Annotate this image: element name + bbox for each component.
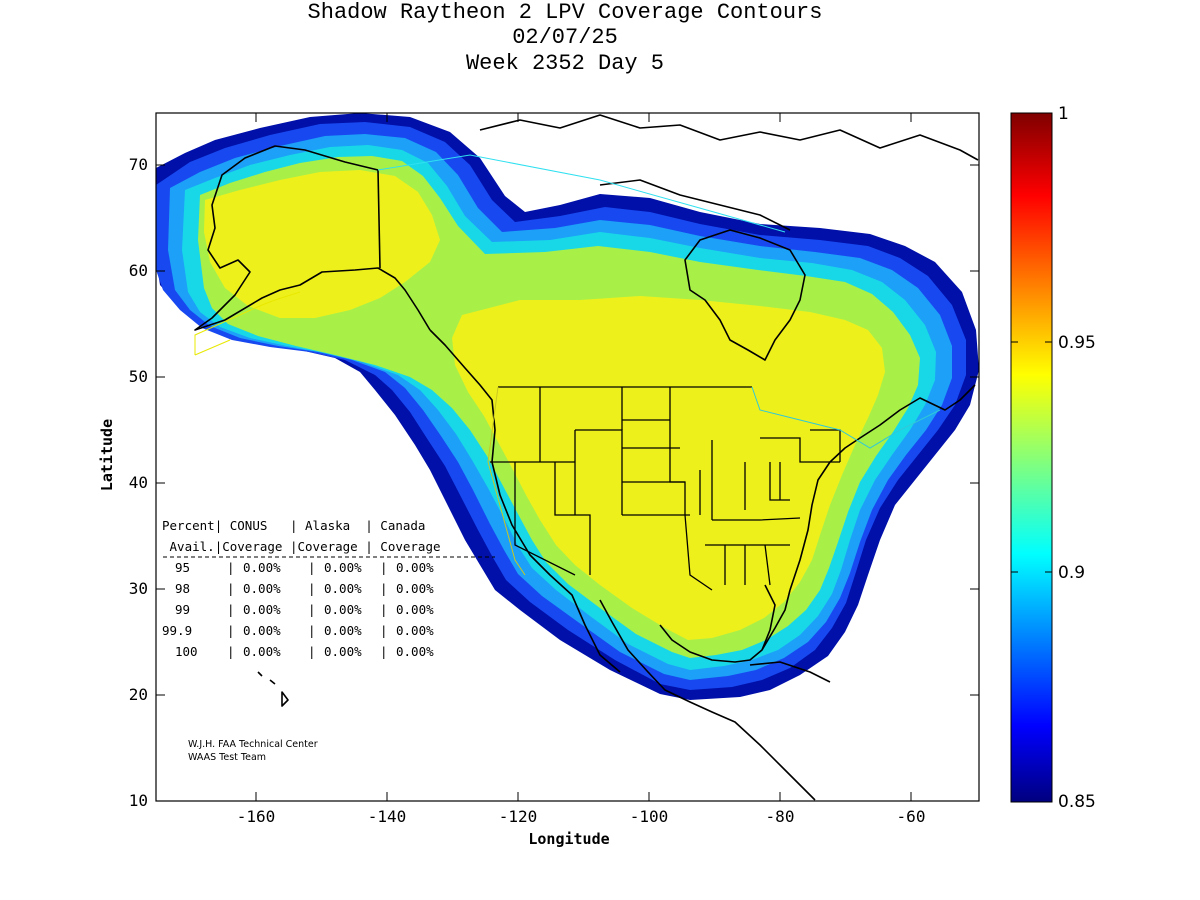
table-separator: |: [227, 644, 235, 659]
colorbar-ticks: [1011, 341, 1052, 573]
table-cell-alaska: 0.00%: [324, 644, 362, 659]
y-tick-label: 10: [129, 791, 148, 810]
y-tick-label: 70: [129, 155, 148, 174]
table-header-line1: Percent| CONUS | Alaska | Canada: [162, 518, 425, 533]
table-separator: |: [380, 623, 388, 638]
table-separator: |: [380, 560, 388, 575]
credit-line: WAAS Test Team: [188, 752, 266, 763]
table-separator: |: [308, 623, 316, 638]
x-tick-label: -160: [237, 807, 276, 826]
table-cell-alaska: 0.00%: [324, 560, 362, 575]
y-tick-label: 30: [129, 579, 148, 598]
x-tick-label: -80: [766, 807, 795, 826]
state-boundaries: [490, 386, 841, 591]
x-tick-label: -140: [368, 807, 407, 826]
coverage-table: Percent| CONUS | Alaska | Canada Avail.|…: [162, 518, 495, 659]
coverage-contours: [156, 113, 979, 700]
table-cell-alaska: 0.00%: [324, 602, 362, 617]
colorbar-tick-label: 0.95: [1058, 333, 1096, 353]
table-separator: |: [308, 602, 316, 617]
x-tick-label: -60: [897, 807, 926, 826]
y-tick-label: 60: [129, 261, 148, 280]
chart-date: 02/07/25: [512, 25, 618, 50]
x-tick-label: -120: [499, 807, 538, 826]
table-cell-conus: 0.00%: [243, 623, 281, 638]
table-cell-percent: 99: [175, 602, 190, 617]
y-axis-label: Latitude: [98, 419, 116, 491]
table-cell-alaska: 0.00%: [324, 581, 362, 596]
plot-frame: [155, 112, 980, 802]
table-separator: |: [308, 560, 316, 575]
table-cell-percent: 99.9: [162, 623, 192, 638]
table-cell-canada: 0.00%: [396, 623, 434, 638]
colorbar: [1010, 112, 1053, 803]
table-cell-canada: 0.00%: [396, 581, 434, 596]
table-cell-percent: 98: [175, 581, 190, 596]
chart-title: Shadow Raytheon 2 LPV Coverage Contours: [307, 0, 823, 25]
x-axis-label: Longitude: [528, 830, 609, 848]
table-separator: |: [227, 581, 235, 596]
table-cell-alaska: 0.00%: [324, 623, 362, 638]
credit-line: W.J.H. FAA Technical Center: [188, 739, 318, 750]
table-cell-conus: 0.00%: [243, 581, 281, 596]
colorbar-tick-label: 0.9: [1058, 563, 1085, 583]
table-separator: |: [308, 644, 316, 659]
x-axis: [255, 113, 912, 801]
table-rows: 95 | 0.00% | 0.00% | 0.00% 98 | 0.00% | 0.00% | 0.00%…: [162, 560, 434, 659]
table-cell-conus: 0.00%: [243, 644, 281, 659]
y-tick-label: 50: [129, 367, 148, 386]
coverage-core-alaska: [204, 170, 440, 318]
coverage-core-conus: [452, 296, 885, 640]
table-separator: |: [380, 602, 388, 617]
table-separator: |: [227, 560, 235, 575]
coastlines: [194, 114, 979, 801]
x-tick-label: -100: [630, 807, 669, 826]
table-separator: |: [308, 581, 316, 596]
table-cell-percent: 95: [175, 560, 190, 575]
table-cell-percent: 100: [175, 644, 198, 659]
table-cell-canada: 0.00%: [396, 644, 434, 659]
table-cell-canada: 0.00%: [396, 602, 434, 617]
table-separator: |: [380, 581, 388, 596]
y-tick-label: 20: [129, 685, 148, 704]
table-cell-conus: 0.00%: [243, 602, 281, 617]
chart-week-day: Week 2352 Day 5: [465, 51, 665, 76]
colorbar-tick-label: 1: [1058, 104, 1069, 124]
table-separator: |: [380, 644, 388, 659]
y-tick-label: 40: [129, 473, 148, 492]
table-separator: |: [227, 602, 235, 617]
table-cell-conus: 0.00%: [243, 560, 281, 575]
table-cell-canada: 0.00%: [396, 560, 434, 575]
colorbar-tick-label: 0.85: [1058, 792, 1096, 812]
region-boundaries: [194, 154, 941, 576]
y-axis: [156, 164, 979, 802]
table-header-line2: Avail.|Coverage |Coverage | Coverage: [162, 539, 441, 554]
table-separator: |: [227, 623, 235, 638]
